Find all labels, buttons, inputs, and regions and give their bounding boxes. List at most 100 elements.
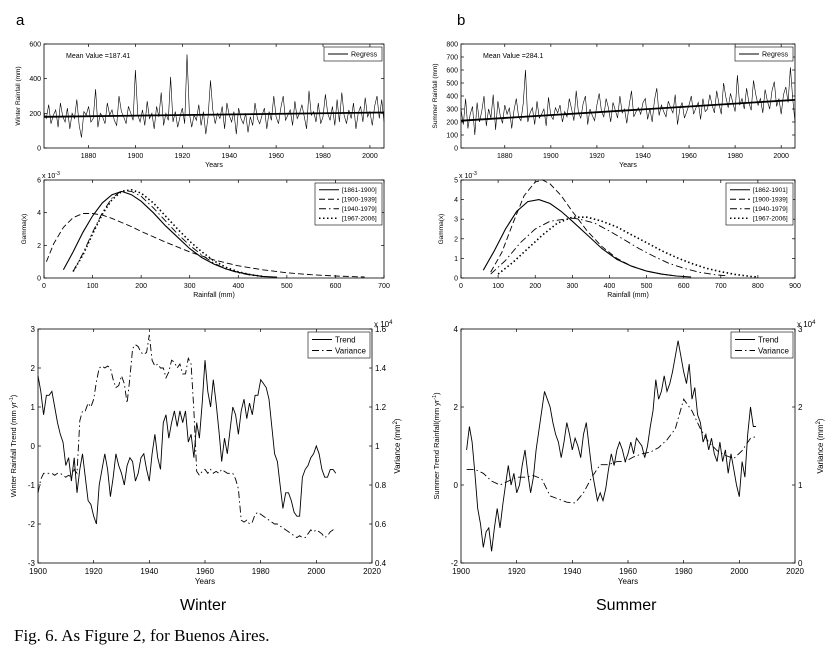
y-tick-label: 300 [446,106,458,113]
y-axis-label-exponent: -1 [9,397,15,402]
gamma-curve [72,190,263,277]
legend-entry: Trend [758,335,779,344]
legend-box [314,182,383,226]
y-tick-label: 5 [454,177,458,184]
legend-entry: [1967-2006] [753,216,788,223]
x-axis-label: Years [619,162,637,169]
y-tick-label: 200 [29,111,41,118]
regression-line [43,111,385,118]
y-tick-label: 500 [446,80,458,87]
y-tick-label: 700 [446,54,458,61]
x-tick-label: 1940 [221,153,237,160]
x-tick-label: 300 [566,283,578,290]
y2-axis-label: Variance (mm2) [816,418,825,474]
plot-frame [37,328,373,564]
y-tick-label: 0 [454,481,459,490]
legend-entry: Regress [762,51,789,58]
y-axis-label-close: ) [9,394,18,397]
legend-entry: [1967-2006] [342,216,377,223]
y2-tick-label: 1 [375,442,380,451]
legend-box [725,182,794,226]
x-tick-label: 1940 [140,567,158,576]
y-tick-label: -3 [28,559,36,568]
legend-box [730,331,794,359]
x-tick-label: 600 [678,283,690,290]
x-tick-label: 1940 [563,567,581,576]
y-axis-label: Winter Rainfall (mm) [15,66,22,125]
panel-label-b: b [457,12,466,29]
x-tick-label: 2020 [786,567,804,576]
x-axis-label: Rainfall (mm) [193,292,235,299]
x-tick-label: 0 [459,283,463,290]
y-axis-multiplier-exponent: -3 [472,171,477,177]
y-tick-label: 400 [29,76,41,83]
y2-tick-label: 0 [798,559,803,568]
y2-tick-label: 2 [798,403,803,412]
x-tick-label: 200 [529,283,541,290]
x-tick-label: 2000 [730,567,748,576]
regression-line [460,99,796,122]
y-axis-label: Gamma(x) [21,214,28,245]
figure-caption: Fig. 6. As Figure 2, for Buenos Aires. [14,626,270,645]
gamma-curve [482,199,692,278]
y2-axis-multiplier-exponent: 4 [389,320,393,326]
x-tick-label: 1920 [508,567,526,576]
x-tick-label: 800 [752,283,764,290]
x-tick-label: 1960 [268,153,284,160]
legend-entry: Trend [335,335,356,344]
y-tick-label: 200 [446,119,458,126]
y2-tick-label: 1.6 [375,325,387,334]
y-tick-label: 4 [454,325,459,334]
mean-value-annotation: Mean Value =284.1 [483,53,543,60]
y2-axis-multiplier: x 104 [797,320,816,329]
x-tick-label: 700 [378,283,390,290]
y-tick-label: 3 [454,217,458,224]
panel-label-a: a [16,12,25,29]
x-tick-label: 1900 [543,153,559,160]
y-axis-multiplier: x 10-3 [459,171,477,180]
y-tick-label: 0 [454,145,458,152]
y-tick-label: 100 [446,132,458,139]
x-tick-label: 1880 [81,153,97,160]
gamma-curve [497,216,758,278]
y-axis-label-exponent: -1 [432,395,438,400]
legend-entry: Variance [335,346,367,355]
x-tick-label: 2000 [307,567,325,576]
y-tick-label: 0 [37,275,41,282]
y2-tick-label: 1.4 [375,364,387,373]
y-axis-label: Summer Trend Rainfall(mm yr-1) [432,392,441,500]
summer-label: Summer [596,597,657,614]
y-tick-label: 6 [37,177,41,184]
x-tick-label: 1900 [29,567,47,576]
x-tick-label: 1920 [85,567,103,576]
x-tick-label: 400 [232,283,244,290]
legend-entry: Regress [351,51,378,58]
x-tick-label: 100 [492,283,504,290]
y-axis-label-close: ) [432,392,441,395]
mean-value-annotation: Mean Value =187.41 [66,53,130,60]
legend-box [734,46,794,62]
legend-entry: [1940-1979] [753,206,788,213]
y2-tick-label: 1 [798,481,803,490]
legend-entry: [1900-1939] [342,197,377,204]
y-axis-label: Winter Rainfall Trend (mm yr-1) [9,394,18,497]
y2-axis-label-close: ) [393,418,402,421]
y-tick-label: 4 [454,197,458,204]
gamma-curve [45,213,365,278]
x-tick-label: 500 [281,283,293,290]
y-tick-label: 2 [454,403,459,412]
y-tick-label: -2 [28,520,36,529]
y-tick-label: 0 [454,275,458,282]
x-tick-label: 1960 [196,567,214,576]
y-axis-label: Summer Rainfall (mm) [432,63,439,128]
y-tick-label: 0 [37,145,41,152]
x-tick-label: 1900 [452,567,470,576]
x-tick-label: 1980 [252,567,270,576]
x-tick-label: 600 [330,283,342,290]
legend-entry: [1861-1900] [342,187,377,194]
